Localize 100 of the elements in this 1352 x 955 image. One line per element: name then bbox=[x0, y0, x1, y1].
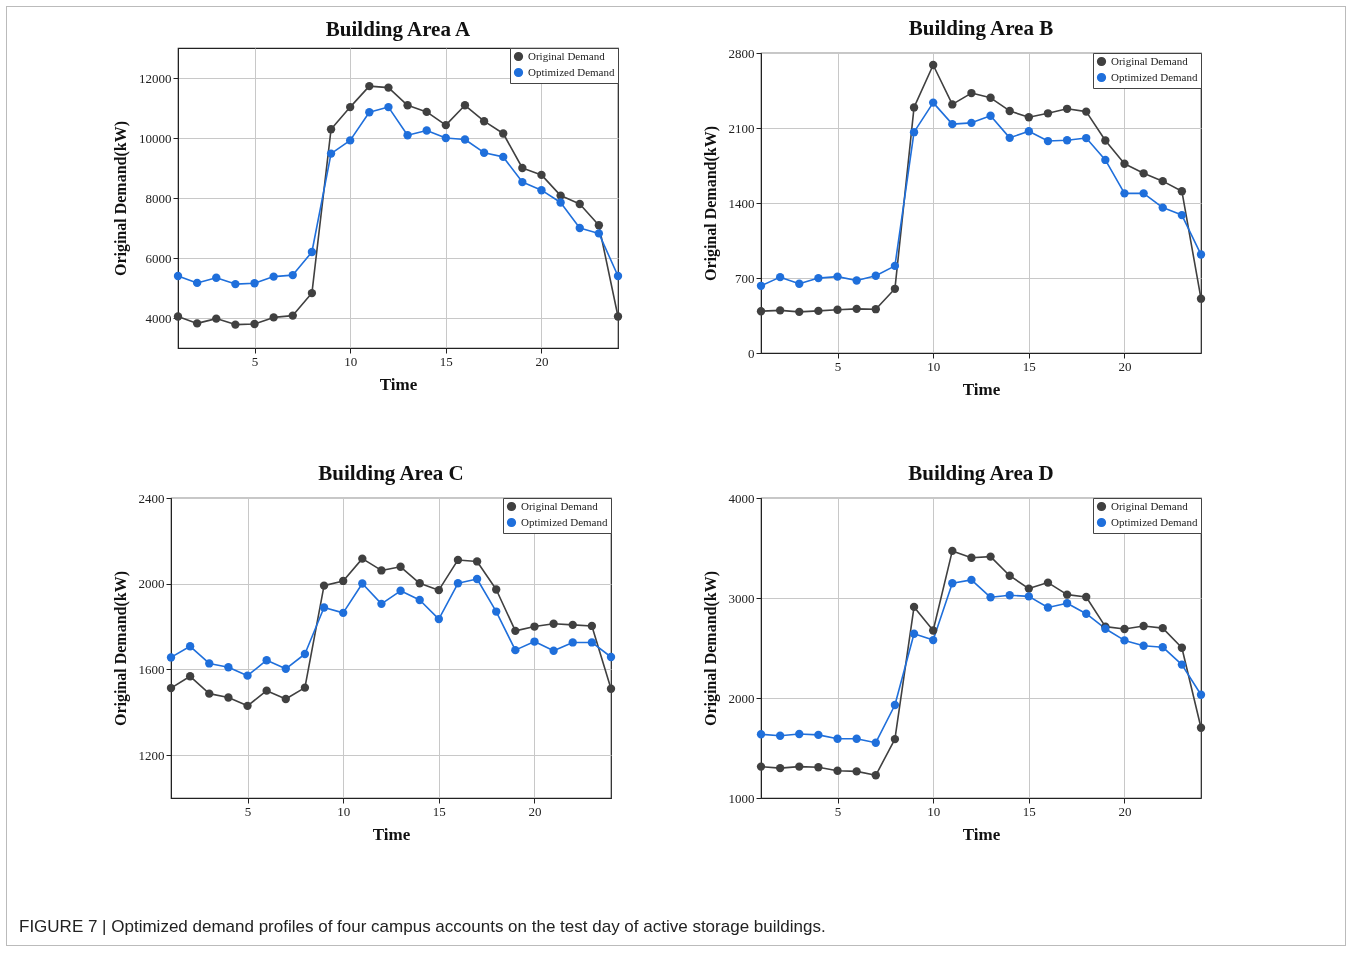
point bbox=[948, 546, 957, 556]
point bbox=[1024, 584, 1034, 593]
point bbox=[377, 566, 386, 575]
point bbox=[928, 60, 938, 70]
point bbox=[756, 762, 766, 771]
y-tick-label: 700 bbox=[735, 270, 755, 286]
point bbox=[587, 621, 597, 631]
point bbox=[499, 152, 508, 162]
point bbox=[365, 108, 374, 117]
point bbox=[434, 614, 444, 624]
point bbox=[948, 119, 957, 129]
point bbox=[775, 306, 785, 315]
point bbox=[415, 595, 424, 605]
point bbox=[1158, 203, 1167, 212]
point bbox=[365, 81, 374, 91]
y-axis-title: Original Demand(kW) bbox=[701, 570, 720, 727]
point bbox=[986, 552, 995, 561]
point bbox=[250, 319, 259, 329]
point bbox=[1005, 106, 1014, 116]
point bbox=[250, 279, 259, 288]
point bbox=[1043, 578, 1053, 587]
caption: FIGURE 7 | Optimized demand profiles of four campus accounts on the test day of active storage buildings. bbox=[19, 917, 826, 937]
point bbox=[1082, 592, 1091, 602]
point bbox=[833, 305, 842, 314]
point bbox=[1139, 169, 1148, 178]
point bbox=[909, 629, 919, 638]
point bbox=[756, 281, 766, 290]
point bbox=[775, 272, 785, 282]
legend-label: Optimized Demand bbox=[528, 65, 615, 78]
point bbox=[300, 683, 310, 692]
point bbox=[928, 626, 938, 635]
y-tick-label: 8000 bbox=[145, 190, 172, 206]
point bbox=[1024, 113, 1034, 122]
legend-label: Original Demand bbox=[521, 499, 599, 512]
point bbox=[479, 117, 489, 126]
point bbox=[205, 659, 214, 668]
point bbox=[396, 586, 405, 595]
point bbox=[262, 686, 271, 695]
legend-label: Optimized Demand bbox=[1111, 70, 1198, 83]
point bbox=[1024, 592, 1034, 601]
point bbox=[814, 273, 823, 283]
point bbox=[243, 671, 252, 680]
point bbox=[1062, 599, 1072, 608]
point bbox=[613, 312, 623, 321]
point bbox=[1101, 155, 1110, 165]
point bbox=[530, 637, 539, 646]
point bbox=[384, 102, 393, 112]
point bbox=[1101, 136, 1110, 145]
point bbox=[434, 585, 444, 595]
x-tick-label: 20 bbox=[1118, 803, 1132, 819]
point bbox=[173, 312, 183, 321]
point bbox=[358, 579, 367, 588]
chart-title: Building Area B bbox=[908, 16, 1054, 40]
point bbox=[986, 593, 995, 602]
point bbox=[1120, 636, 1129, 645]
point bbox=[281, 664, 290, 673]
y-axis-title: Original Demand(kW) bbox=[701, 125, 720, 282]
point bbox=[472, 574, 482, 584]
x-tick-label: 10 bbox=[344, 353, 358, 369]
point bbox=[613, 271, 623, 281]
point bbox=[1177, 660, 1187, 669]
point bbox=[224, 693, 233, 702]
point bbox=[756, 730, 766, 739]
point bbox=[549, 619, 558, 628]
x-tick-label: 20 bbox=[535, 353, 549, 369]
point bbox=[262, 656, 271, 665]
point bbox=[1196, 690, 1206, 699]
point bbox=[511, 645, 520, 655]
point bbox=[1062, 136, 1072, 145]
point bbox=[1196, 250, 1206, 259]
point bbox=[606, 684, 616, 693]
point bbox=[518, 163, 527, 173]
point bbox=[403, 131, 412, 140]
point bbox=[1120, 159, 1129, 168]
legend-label: Original Demand bbox=[1111, 54, 1189, 67]
point bbox=[871, 271, 880, 280]
point bbox=[1139, 189, 1148, 198]
chart-title: Building Area D bbox=[908, 461, 1054, 485]
point bbox=[319, 581, 329, 590]
point bbox=[403, 101, 412, 110]
point bbox=[1177, 643, 1187, 652]
point bbox=[243, 701, 252, 711]
y-tick-label: 1200 bbox=[138, 747, 165, 763]
point bbox=[795, 279, 804, 288]
point bbox=[453, 555, 463, 565]
point bbox=[537, 170, 546, 180]
y-tick-label: 0 bbox=[748, 345, 755, 361]
x-axis-title: Time bbox=[372, 824, 411, 844]
point bbox=[300, 649, 310, 659]
x-tick-label: 5 bbox=[834, 803, 842, 819]
y-tick-label: 2000 bbox=[728, 690, 755, 706]
point bbox=[472, 557, 482, 566]
legend-label: Original Demand bbox=[1111, 499, 1189, 512]
point bbox=[890, 261, 900, 271]
point bbox=[814, 763, 823, 772]
point bbox=[890, 700, 900, 710]
point bbox=[212, 273, 221, 282]
point bbox=[422, 107, 431, 117]
point bbox=[756, 307, 766, 316]
point bbox=[1005, 133, 1014, 143]
